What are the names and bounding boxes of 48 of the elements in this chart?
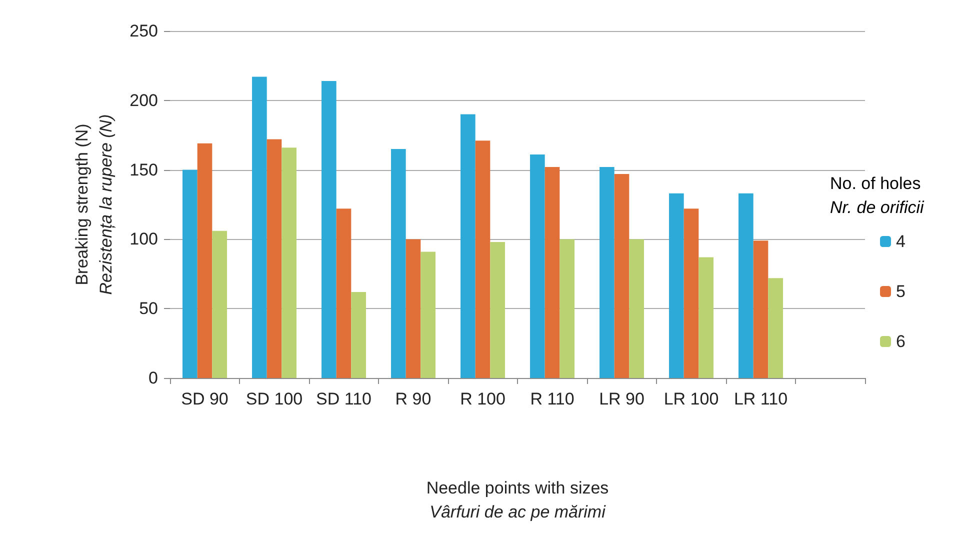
bar — [252, 76, 267, 378]
legend-label: 4 — [896, 232, 906, 251]
x-tick-label: LR 110 — [734, 390, 788, 408]
x-tick-label: LR 100 — [664, 390, 719, 408]
bar — [669, 193, 684, 378]
bar — [322, 80, 336, 378]
y-tick-label: 0 — [148, 368, 158, 388]
x-tick-label: R 110 — [530, 390, 574, 408]
x-tick-label: SD 90 — [181, 390, 228, 408]
bar — [351, 292, 366, 378]
bar — [698, 257, 714, 378]
y-tick-label: 250 — [130, 22, 158, 40]
bar — [600, 167, 614, 378]
y-tick-label: 100 — [130, 230, 158, 249]
y-tick-label: 200 — [130, 90, 158, 110]
bar — [614, 174, 630, 378]
bar — [768, 278, 783, 378]
bar — [336, 208, 352, 378]
y-axis-title: Breaking strength (N) Rezistența la rupere (N) — [72, 114, 116, 295]
legend-label: 6 — [896, 332, 906, 351]
x-tick-label: SD 100 — [246, 390, 303, 408]
bar — [212, 230, 227, 378]
x-tick-label: R 90 — [395, 390, 432, 408]
bar — [391, 148, 406, 378]
bar — [475, 140, 490, 378]
x-tick-label: SD 110 — [316, 390, 372, 408]
x-tick-label: R 100 — [460, 390, 506, 408]
bar — [684, 208, 699, 378]
x-tick-label: LR 90 — [599, 390, 644, 408]
bar — [406, 239, 421, 378]
bar — [460, 114, 476, 378]
bar — [629, 239, 644, 378]
y-tick-label: 150 — [130, 160, 158, 180]
bar — [738, 193, 754, 378]
bar — [560, 239, 574, 378]
bar — [530, 154, 545, 378]
bar — [490, 242, 505, 378]
legend-title: No. of holes Nr. de orificii — [830, 174, 926, 217]
legend-label: 5 — [896, 282, 906, 301]
bar — [197, 143, 212, 378]
bar — [753, 240, 768, 378]
x-axis-title: Needle points with sizes Vârfuri de ac pe mărimi — [426, 478, 609, 522]
bar — [182, 170, 198, 378]
bar — [266, 139, 282, 378]
bar — [544, 167, 560, 378]
bar — [282, 148, 296, 378]
y-tick-label: 50 — [139, 299, 158, 318]
bar — [420, 252, 436, 378]
